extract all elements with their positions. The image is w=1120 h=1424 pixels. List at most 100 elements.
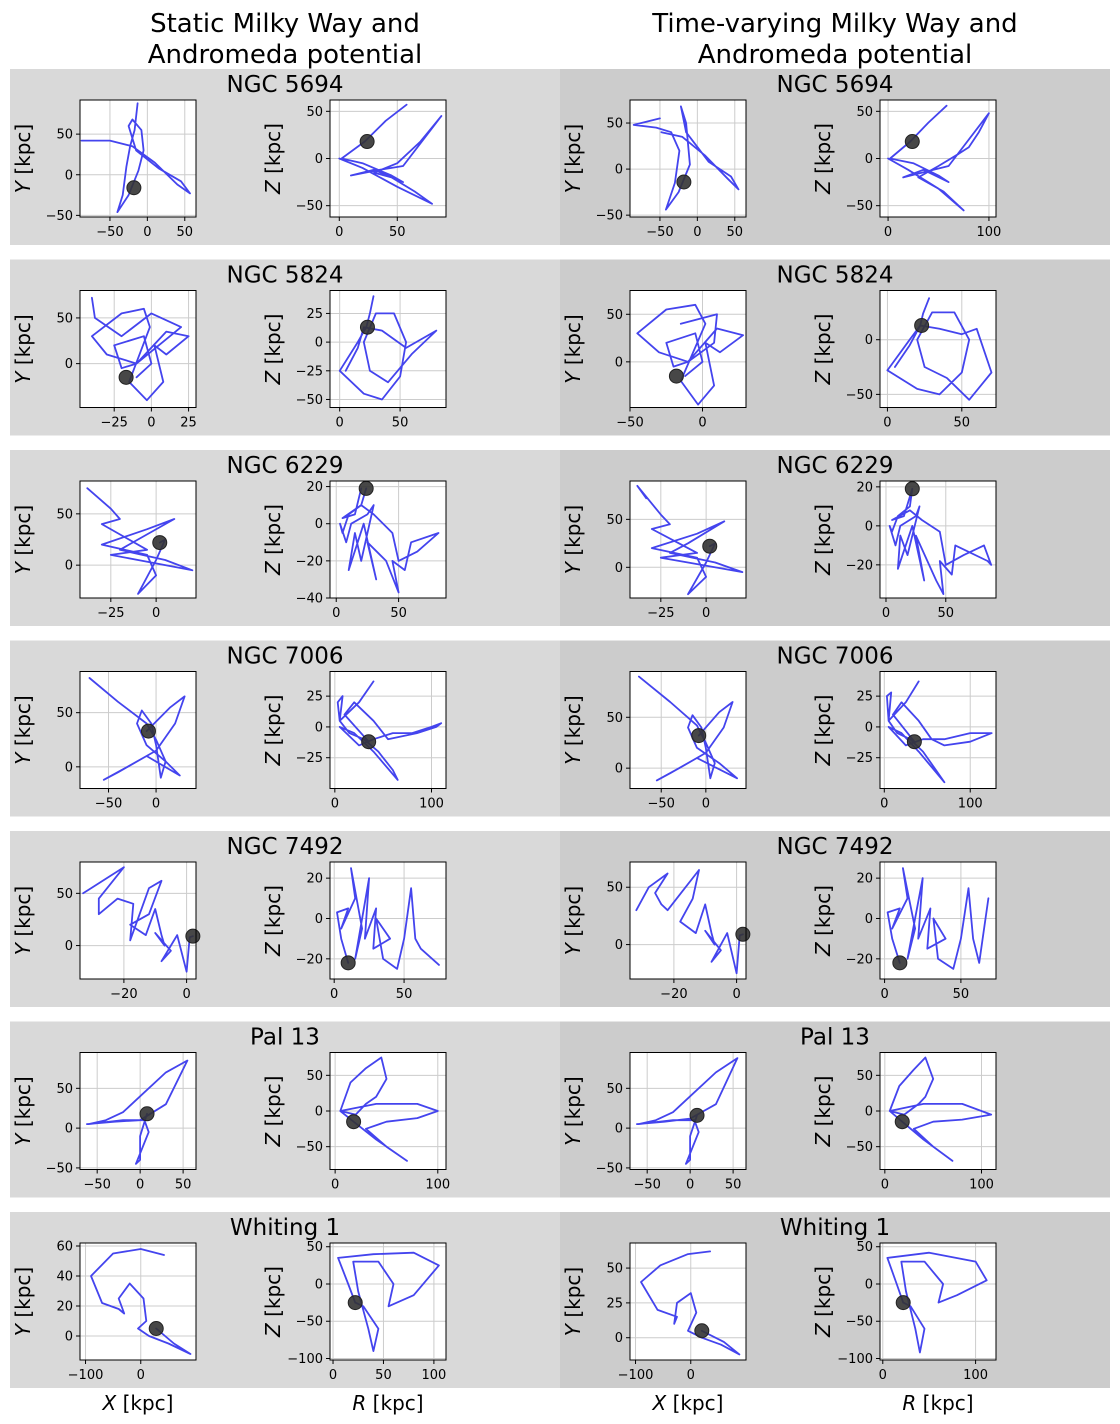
row-ngc-5824-varying-xy-axes: −50 0 0 50 Y [kpc] [561, 290, 747, 431]
row-ngc-6229-varying-rz-ytick-label: 20 [856, 480, 873, 495]
row-ngc-7492-varying-rz-axes: 0 50 −20 0 20 Z [kpc] [811, 861, 997, 1002]
row-ngc-7006-varying-rz-ytick-label: −25 [846, 751, 873, 766]
row-ngc-7006-varying-rz-plot-area [880, 671, 996, 789]
row-pal-13-varying-rz-cluster-marker [894, 1114, 910, 1130]
row-ngc-7492-static-rz-xtick-label: 50 [396, 987, 413, 1002]
row-ngc-7006-static-rz-ylabel: Z [kpc] [261, 695, 285, 767]
row-ngc-5694-varying-xy-cluster-marker [676, 174, 692, 190]
row-ngc-5824-static-rz-ylabel-unit: [kpc] [261, 314, 285, 371]
row-ngc-5694-static: NGC 5694 −50 0 50 −50 0 50 Y [kpc] 0 50 −50 0 50 Z [k… [10, 69, 560, 245]
row-whiting-1-varying-rz-xtick-label: 0 [879, 1368, 887, 1383]
row-whiting-1-varying-rz-ytick-label: 0 [865, 1277, 873, 1292]
row-ngc-5824-varying-rz-axes: 0 50 −50 0 Z [kpc] [811, 290, 997, 431]
row-ngc-5694-static-xy-ytick-label: 50 [56, 128, 73, 143]
row-ngc-7006-varying-rz-ylabel: Z [kpc] [811, 695, 835, 767]
row-ngc-7492-static-xy-ylabel-unit: [kpc] [11, 886, 35, 943]
row-ngc-7006-varying-title: NGC 7006 [777, 644, 894, 670]
row-ngc-5824-static-xy-ytick-label: 0 [65, 357, 73, 372]
row-ngc-5694-varying-rz-orbit-line [887, 104, 990, 212]
row-ngc-5694-static-rz-ytick-label: 50 [306, 105, 323, 120]
row-whiting-1-varying-xy-ytick-label: 0 [615, 1331, 623, 1346]
row-ngc-5694-varying-xy-ylabel-unit: [kpc] [561, 124, 585, 181]
row-pal-13-static-rz-ylabel: Z [kpc] [261, 1076, 285, 1148]
row-whiting-1-static-xy-frame [79, 1242, 197, 1361]
row-pal-13-static-xy-xtick-label: 0 [136, 1178, 144, 1193]
row-pal-13-static-rz-xtick-label: 0 [331, 1178, 339, 1193]
row-ngc-6229-static-xy-xtick-label: 0 [152, 606, 160, 621]
row-ngc-7492-varying-xy-xtick-label: 0 [732, 987, 740, 1002]
row-ngc-5824-varying-xy-xtick-label: 0 [698, 416, 706, 431]
row-ngc-5824-static-rz-ylabel-symbol: Z [261, 369, 285, 385]
row-ngc-6229-varying-xy-ylabel: Y [kpc] [561, 505, 585, 574]
row-whiting-1-static-xy-ylabel: Y [kpc] [11, 1267, 35, 1336]
row-ngc-7006-varying-xy-ylabel-symbol: Y [561, 751, 585, 765]
row-ngc-7006-static-title: NGC 7006 [227, 644, 344, 670]
row-whiting-1-static-rz-ytick-label: −100 [287, 1352, 323, 1367]
row-ngc-7006-varying-rz-xtick-label: 100 [958, 797, 983, 812]
row-ngc-7006-static-xy-ytick-label: 50 [56, 706, 73, 721]
row-pal-13-varying-xy-frame [629, 1052, 747, 1170]
row-ngc-5824-static-rz-ytick-label: −50 [296, 393, 323, 408]
row-ngc-6229-static-rz-cluster-marker [358, 480, 374, 496]
row-pal-13-static-rz-ylabel-symbol: Z [261, 1131, 285, 1147]
row-ngc-6229-varying-xy-xtick-label: 0 [702, 606, 710, 621]
row-ngc-5824-static-rz-ylabel: Z [kpc] [261, 314, 285, 386]
row-pal-13-varying-rz-axes: 0 100 −50 0 50 Z [kpc] [811, 1052, 997, 1193]
row-ngc-7006-varying-xy-ylabel: Y [kpc] [561, 695, 585, 764]
row-ngc-5694-static-xy-xtick-label: 0 [143, 225, 151, 240]
row-ngc-7492-varying-xy-ytick-label: 0 [615, 938, 623, 953]
row-ngc-6229-static-rz-ylabel-symbol: Z [261, 560, 285, 576]
xlabel-rz-varying-symbol: R [902, 1391, 916, 1415]
row-whiting-1-static-rz-frame [329, 1242, 447, 1361]
row-ngc-7006-static-xy-plot-area [80, 671, 196, 789]
row-pal-13-static-xy-axes: −50 0 50 −50 0 50 Y [kpc] [11, 1052, 197, 1193]
row-ngc-5694-varying-rz-ytick-label: −50 [846, 199, 873, 214]
xlabel-xy-varying-unit: [kpc] [666, 1391, 723, 1415]
row-pal-13-varying-rz-ytick-label: 0 [865, 1105, 873, 1120]
row-ngc-7492-varying-xy-ylabel-symbol: Y [561, 941, 585, 955]
row-ngc-5694-varying-xy-ylabel: Y [kpc] [561, 124, 585, 193]
row-ngc-7492-varying-xy-axes: −20 0 0 50 Y [kpc] [561, 861, 751, 1002]
row-ngc-7492-static-rz-cluster-marker [340, 955, 356, 971]
row-ngc-5694-static-rz-cluster-marker [359, 134, 375, 150]
row-pal-13-static-rz-ytick-label: 0 [315, 1105, 323, 1120]
row-ngc-5824-static-rz-ytick-label: 0 [315, 336, 323, 351]
row-pal-13-static-rz-orbit-line [339, 1056, 439, 1162]
row-ngc-5824-varying-xy-xtick-label: −50 [616, 416, 643, 431]
row-ngc-5824-static-rz-frame [329, 290, 447, 408]
row-ngc-7492-static-xy-axes: −20 0 0 50 Y [kpc] [11, 861, 201, 1002]
row-pal-13-static-xy-xtick-label: 50 [175, 1178, 192, 1193]
row-ngc-5694-varying-xy-xtick-label: 50 [727, 225, 744, 240]
column-title-static-line-2: Andromeda potential [148, 40, 422, 70]
row-ngc-5824-static-xy-ylabel-symbol: Y [11, 370, 35, 384]
row-ngc-6229-static-rz-ytick-label: −20 [296, 554, 323, 569]
row-ngc-7492-varying-xy-cluster-marker [735, 926, 751, 942]
row-ngc-5694-static-xy-xtick-label: 50 [177, 225, 194, 240]
row-ngc-5694-static-rz-ylabel-symbol: Z [261, 179, 285, 195]
row-ngc-6229-varying-rz-cluster-marker [904, 481, 920, 497]
row-whiting-1-varying-xy-plot-area [630, 1243, 746, 1360]
row-ngc-7492-varying-rz-ylabel-symbol: Z [811, 941, 835, 957]
row-pal-13-varying-xy-ylabel-symbol: Y [561, 1132, 585, 1146]
row-pal-13-static-rz-ytick-label: 50 [306, 1069, 323, 1084]
row-ngc-6229-static-xy-ytick-label: 50 [56, 507, 73, 522]
row-whiting-1-varying-rz-axes: 0 100 −100 −50 0 50 Z [kpc] [811, 1240, 997, 1383]
row-ngc-5694-varying-xy-ytick-label: 0 [615, 163, 623, 178]
row-ngc-5694-static-title: NGC 5694 [227, 72, 344, 98]
row-ngc-5824-static-xy-frame [79, 290, 197, 408]
row-ngc-7492-varying-xy-ytick-label: 50 [606, 881, 623, 896]
row-ngc-5824-static-rz-plot-area [330, 290, 446, 408]
row-ngc-5694-static-xy-ylabel-symbol: Y [11, 179, 35, 193]
row-whiting-1-static-title: Whiting 1 [230, 1215, 340, 1241]
row-ngc-7492-static-xy-ylabel-symbol: Y [11, 941, 35, 955]
row-pal-13-static-title: Pal 13 [250, 1025, 320, 1051]
row-ngc-6229-static-xy-ylabel: Y [kpc] [11, 505, 35, 574]
row-pal-13-varying-xy-axes: −50 0 50 −50 0 50 Y [kpc] [561, 1052, 747, 1193]
row-ngc-5694-static-rz-ytick-label: −50 [296, 199, 323, 214]
row-ngc-5694-static-rz-ylabel-unit: [kpc] [261, 123, 285, 180]
row-ngc-7492-varying-title: NGC 7492 [777, 834, 894, 860]
row-pal-13-varying-rz-ytick-label: −50 [846, 1140, 873, 1155]
row-ngc-5824-varying-title: NGC 5824 [777, 263, 894, 289]
row-ngc-5824-static-xy-orbit-line [91, 296, 190, 402]
row-ngc-6229-static-rz-ylabel-unit: [kpc] [261, 504, 285, 561]
